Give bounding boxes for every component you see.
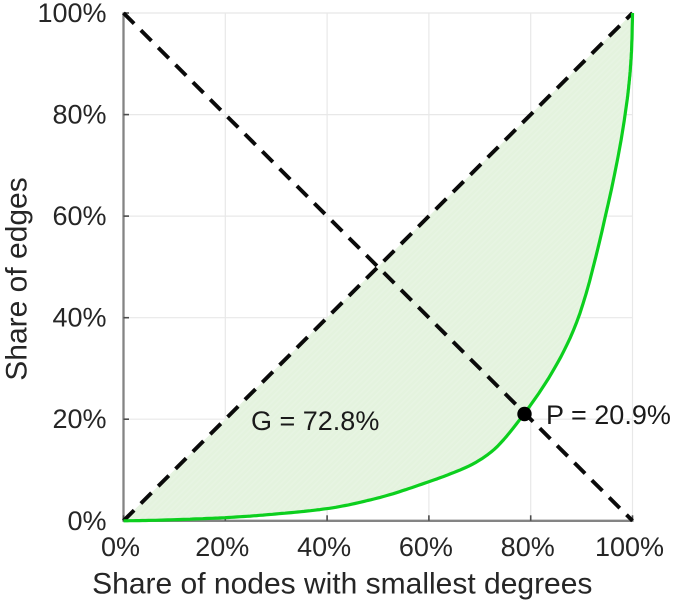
svg-text:Share of nodes with smallest d: Share of nodes with smallest degrees [92, 567, 592, 600]
svg-text:80%: 80% [52, 100, 106, 130]
svg-text:100%: 100% [37, 0, 106, 28]
svg-text:100%: 100% [595, 532, 664, 562]
svg-text:20%: 20% [52, 404, 106, 434]
svg-text:0%: 0% [101, 532, 140, 562]
svg-text:P = 20.9%: P = 20.9% [546, 400, 671, 430]
svg-text:40%: 40% [52, 303, 106, 333]
svg-text:60%: 60% [52, 201, 106, 231]
svg-text:40%: 40% [297, 532, 351, 562]
svg-text:60%: 60% [399, 532, 453, 562]
svg-text:Share of edges: Share of edges [1, 177, 34, 380]
svg-text:G = 72.8%: G = 72.8% [251, 406, 379, 436]
svg-text:20%: 20% [195, 532, 249, 562]
svg-text:80%: 80% [501, 532, 555, 562]
svg-text:0%: 0% [67, 506, 106, 536]
